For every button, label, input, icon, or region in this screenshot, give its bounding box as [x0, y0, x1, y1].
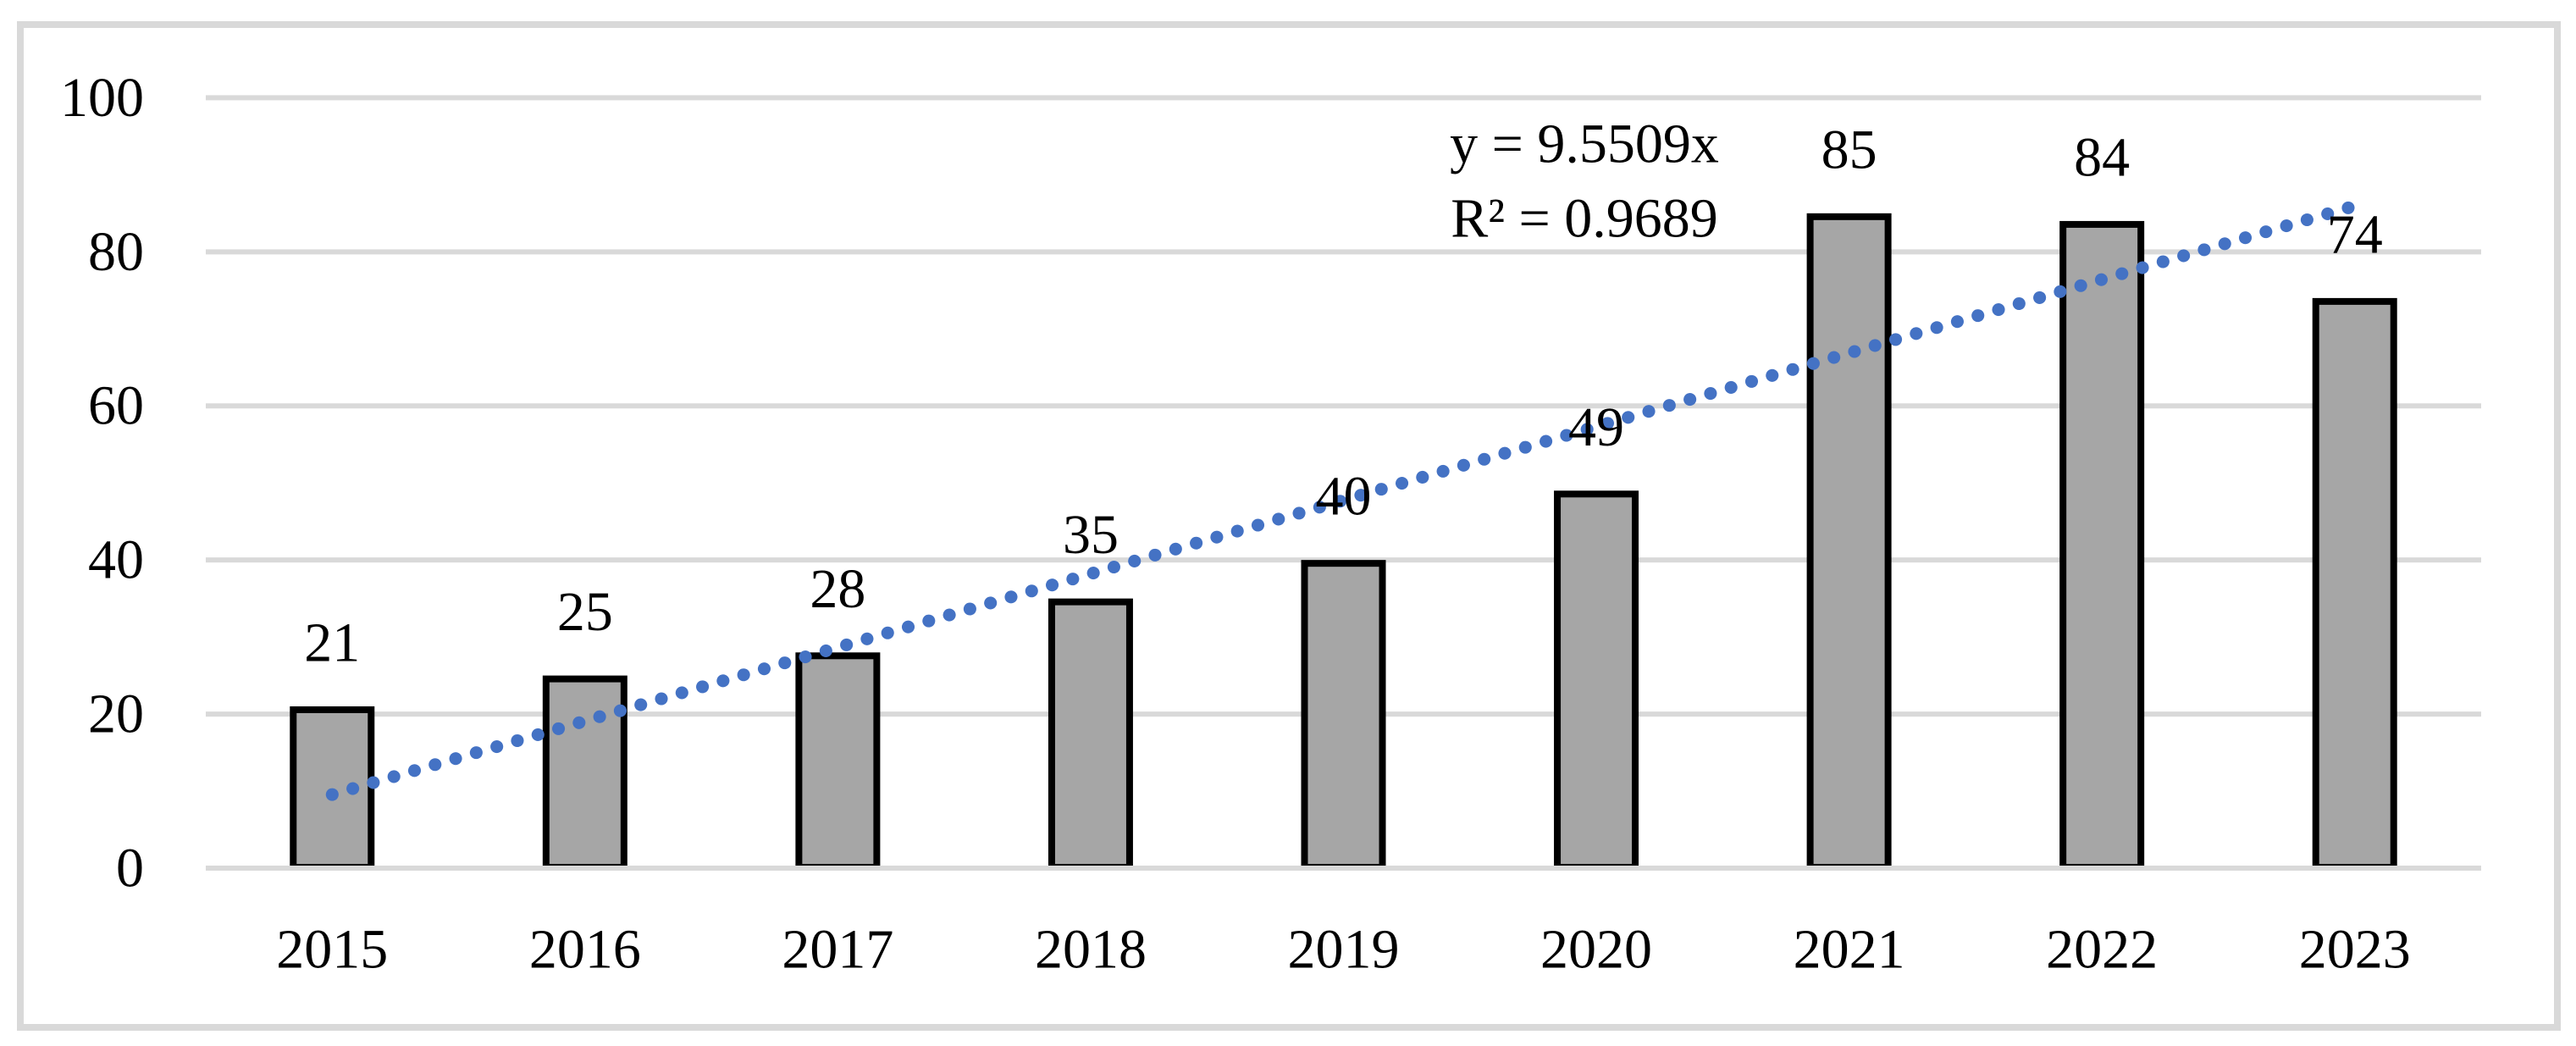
x-axis-tick-label: 2023 — [2299, 919, 2411, 981]
bar-data-label: 40 — [1316, 466, 1372, 528]
figure-border — [17, 21, 2561, 1031]
bar-data-label: 21 — [304, 612, 360, 673]
bar — [1554, 490, 1639, 872]
bar — [1301, 560, 1386, 871]
trendline-layer — [325, 199, 2362, 801]
bar — [542, 675, 627, 871]
bar-data-label: 25 — [557, 581, 613, 643]
bar — [1048, 598, 1133, 871]
x-axis-tick-label: 2017 — [782, 919, 893, 981]
y-axis-tick-label: 20 — [88, 683, 144, 745]
x-axis-tick-label: 2021 — [1794, 919, 1905, 981]
bar-data-label: 49 — [1568, 396, 1624, 458]
x-axis-tick-label: 2018 — [1035, 919, 1147, 981]
y-axis-tick-label: 0 — [116, 838, 144, 899]
bar — [795, 652, 881, 872]
bar-data-label: 84 — [2074, 126, 2130, 188]
bar — [2312, 297, 2397, 871]
x-axis-tick-label: 2015 — [276, 919, 388, 981]
label-layer: 0 20 40 60 80 100 21 2015 25 2016 28 2017 35 2018 40 20… — [60, 67, 2411, 981]
trendline-r-squared: R² = 0.9689 — [1451, 188, 1718, 250]
bar-data-label: 85 — [1821, 119, 1877, 180]
y-axis-tick-label: 60 — [88, 375, 144, 437]
y-axis-tick-label: 100 — [60, 67, 144, 129]
trendline-dotted — [325, 199, 2362, 801]
y-axis-tick-label: 80 — [88, 221, 144, 283]
bar-series-layer — [290, 213, 2397, 872]
x-axis-tick-label: 2016 — [529, 919, 641, 981]
y-axis-tick-label: 40 — [88, 529, 144, 591]
bar — [2059, 220, 2145, 872]
x-axis-tick-label: 2020 — [1540, 919, 1652, 981]
bar-data-label: 28 — [810, 558, 865, 620]
x-axis-tick-label: 2019 — [1288, 919, 1400, 981]
trendline-equation: y = 9.5509x — [1450, 113, 1719, 175]
bar — [1806, 213, 1892, 871]
bar-data-label: 74 — [2327, 203, 2383, 265]
figure-frame-layer — [17, 21, 2561, 1031]
x-axis-tick-label: 2022 — [2046, 919, 2158, 981]
bar-data-label: 35 — [1063, 504, 1119, 566]
